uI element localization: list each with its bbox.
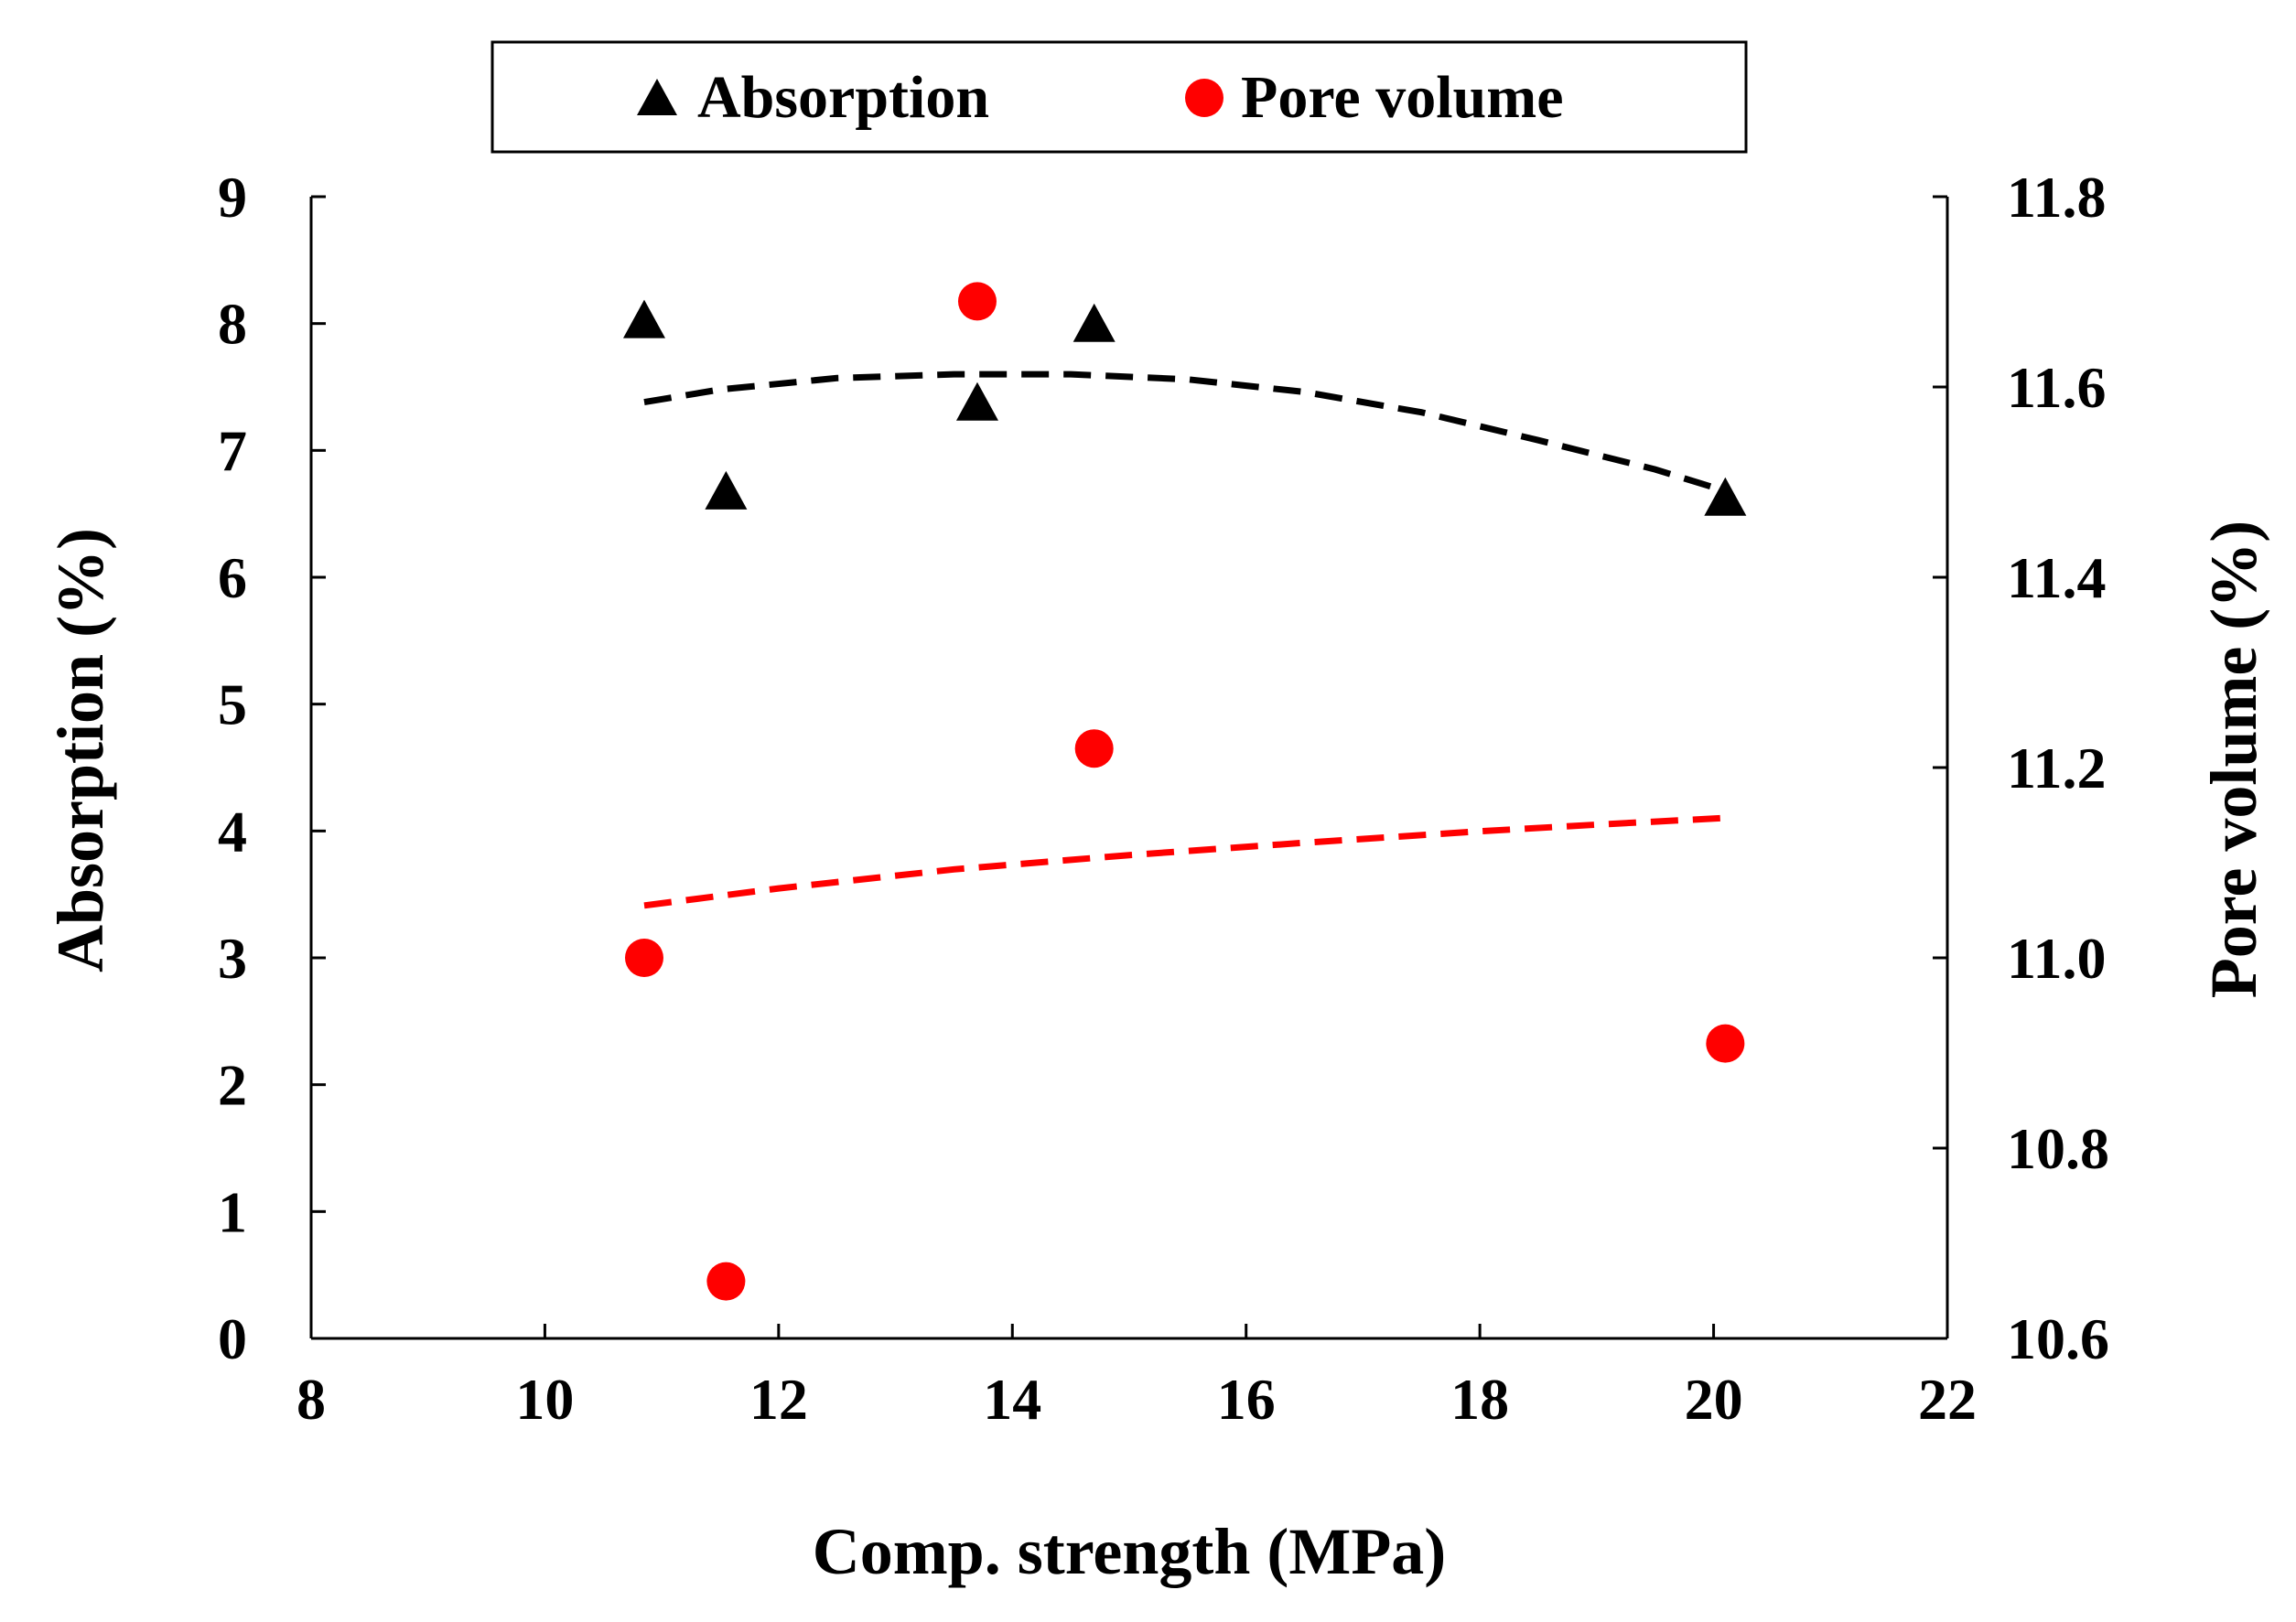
y-right-tick-label: 10.8 [2007,1116,2109,1181]
trendlines-group [643,371,1727,909]
y-right-tick-label: 11.4 [2007,545,2106,610]
x-tick-label: 10 [515,1367,574,1432]
ticks-group: 8 10 12 14 16 18 20 22012345678910.610.811.011.… [218,165,2109,1432]
legend-box [490,40,1748,154]
trendline-pore-volume [643,814,1726,909]
y-left-tick-label: 7 [218,418,247,483]
legend-label-pore-volume: Pore volume [1241,64,1564,131]
data-point-absorption [705,470,748,510]
y-left-tick-label: 3 [218,926,247,991]
y-left-tick-label: 2 [218,1053,247,1118]
trendline-absorption [643,371,1727,495]
y-left-tick-label: 8 [218,292,247,357]
legend-label-absorption: Absorption [697,64,989,131]
data-point-absorption [1073,303,1116,342]
data-point-pore-volume [1706,1024,1745,1063]
data-point-pore-volume [624,939,663,977]
x-tick-label: 12 [749,1367,808,1432]
legend-triangle-marker [637,79,677,115]
data-point-absorption [955,381,998,421]
data-point-pore-volume [706,1262,746,1301]
y-right-tick-label: 11.6 [2007,355,2106,420]
data-point-pore-volume [957,282,997,321]
x-tick-label: 18 [1450,1367,1509,1432]
data-point-absorption [1704,477,1747,516]
y-left-tick-label: 6 [218,545,247,610]
y-axis-left-title: Absorption (%) [44,528,117,972]
data-point-absorption [622,299,665,338]
x-tick-label: 8 [296,1367,326,1432]
x-axis-title: Comp. strength (MPa) [813,1515,1447,1588]
x-tick-label: 20 [1685,1367,1743,1432]
y-left-tick-label: 5 [218,672,247,737]
y-right-tick-label: 10.6 [2007,1306,2109,1371]
y-right-tick-label: 11.2 [2007,736,2106,800]
y-axis-right-title: Pore volume (%) [2197,521,2270,999]
y-right-tick-label: 11.8 [2007,165,2106,230]
data-point-pore-volume [1074,729,1114,768]
y-right-tick-label: 11.0 [2007,926,2106,991]
x-tick-label: 22 [1918,1367,1977,1432]
y-left-tick-label: 1 [218,1179,247,1244]
x-tick-label: 14 [983,1367,1041,1432]
points-group [622,282,1747,1301]
legend-circle-marker [1185,79,1223,117]
y-left-tick-label: 4 [218,799,247,864]
y-left-tick-label: 0 [218,1306,247,1371]
y-left-tick-label: 9 [218,165,247,230]
x-tick-label: 16 [1217,1367,1276,1432]
